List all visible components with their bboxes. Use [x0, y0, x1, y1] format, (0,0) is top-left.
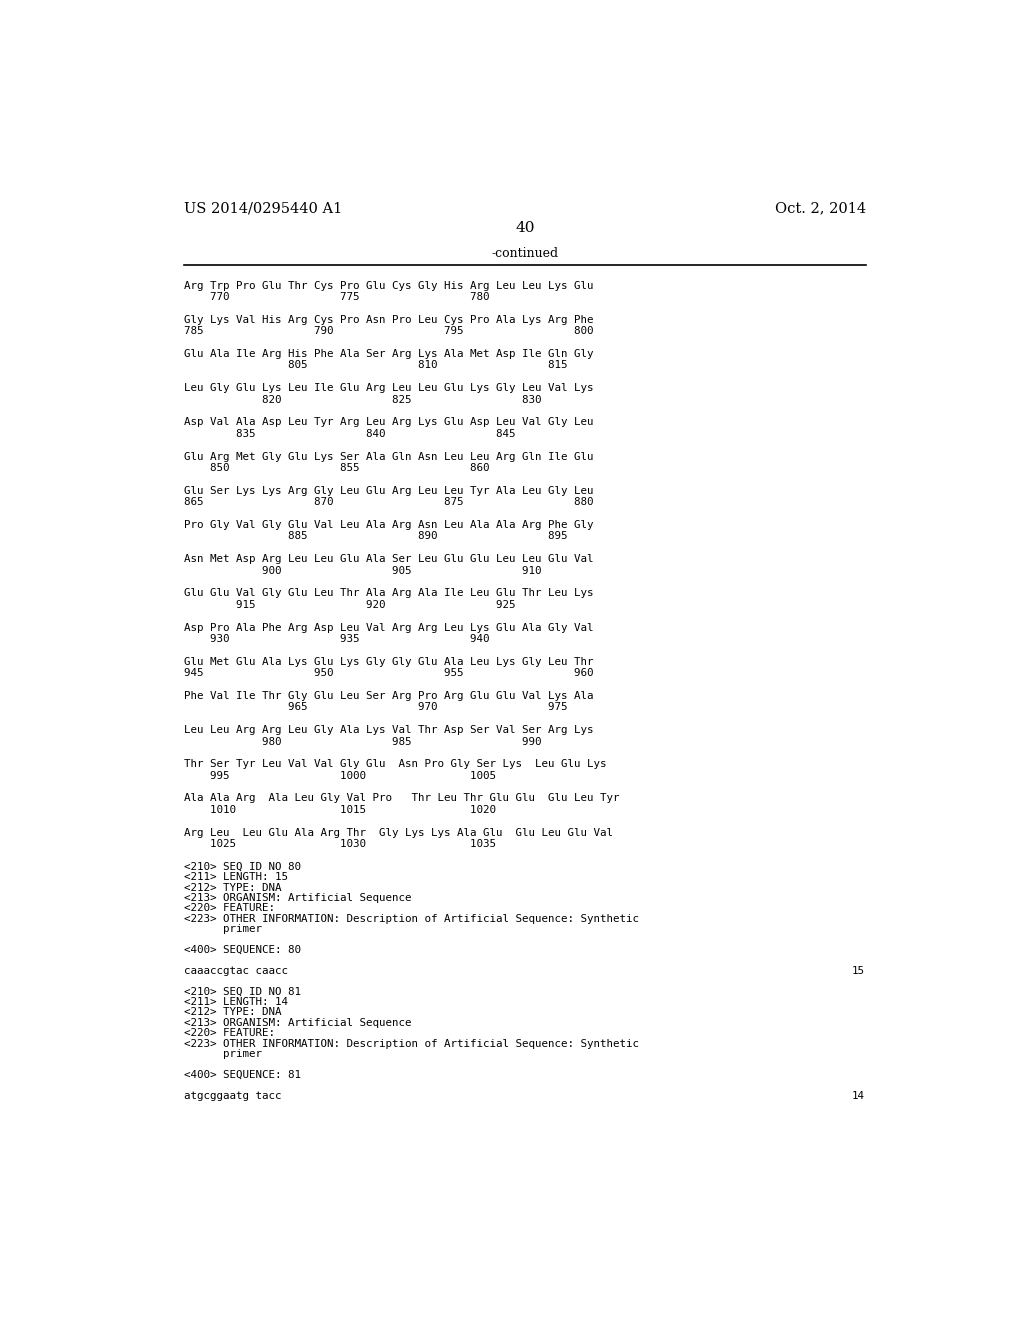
Text: 965                 970                 975: 965 970 975 — [183, 702, 567, 713]
Text: <212> TYPE: DNA: <212> TYPE: DNA — [183, 1007, 282, 1018]
Text: atgcggaatg tacc: atgcggaatg tacc — [183, 1090, 282, 1101]
Text: <223> OTHER INFORMATION: Description of Artificial Sequence: Synthetic: <223> OTHER INFORMATION: Description of … — [183, 1039, 639, 1048]
Text: Glu Ser Lys Lys Arg Gly Leu Glu Arg Leu Leu Tyr Ala Leu Gly Leu: Glu Ser Lys Lys Arg Gly Leu Glu Arg Leu … — [183, 486, 593, 496]
Text: 820                 825                 830: 820 825 830 — [183, 395, 542, 405]
Text: <220> FEATURE:: <220> FEATURE: — [183, 1028, 274, 1039]
Text: Ala Ala Arg  Ala Leu Gly Val Pro   Thr Leu Thr Glu Glu  Glu Leu Tyr: Ala Ala Arg Ala Leu Gly Val Pro Thr Leu … — [183, 793, 620, 804]
Text: 1025                1030                1035: 1025 1030 1035 — [183, 840, 496, 849]
Text: <220> FEATURE:: <220> FEATURE: — [183, 903, 274, 913]
Text: Glu Glu Val Gly Glu Leu Thr Ala Arg Ala Ile Leu Glu Thr Leu Lys: Glu Glu Val Gly Glu Leu Thr Ala Arg Ala … — [183, 589, 593, 598]
Text: Leu Gly Glu Lys Leu Ile Glu Arg Leu Leu Glu Lys Gly Leu Val Lys: Leu Gly Glu Lys Leu Ile Glu Arg Leu Leu … — [183, 383, 593, 393]
Text: Gly Lys Val His Arg Cys Pro Asn Pro Leu Cys Pro Ala Lys Arg Phe: Gly Lys Val His Arg Cys Pro Asn Pro Leu … — [183, 315, 593, 325]
Text: 805                 810                 815: 805 810 815 — [183, 360, 567, 371]
Text: <211> LENGTH: 14: <211> LENGTH: 14 — [183, 997, 288, 1007]
Text: Arg Trp Pro Glu Thr Cys Pro Glu Cys Gly His Arg Leu Leu Lys Glu: Arg Trp Pro Glu Thr Cys Pro Glu Cys Gly … — [183, 281, 593, 290]
Text: <211> LENGTH: 15: <211> LENGTH: 15 — [183, 873, 288, 882]
Text: 995                 1000                1005: 995 1000 1005 — [183, 771, 496, 780]
Text: <210> SEQ ID NO 80: <210> SEQ ID NO 80 — [183, 862, 301, 873]
Text: <223> OTHER INFORMATION: Description of Artificial Sequence: Synthetic: <223> OTHER INFORMATION: Description of … — [183, 913, 639, 924]
Text: primer: primer — [183, 1049, 262, 1059]
Text: Asp Pro Ala Phe Arg Asp Leu Val Arg Arg Leu Lys Glu Ala Gly Val: Asp Pro Ala Phe Arg Asp Leu Val Arg Arg … — [183, 623, 593, 632]
Text: 930                 935                 940: 930 935 940 — [183, 634, 489, 644]
Text: 850                 855                 860: 850 855 860 — [183, 463, 489, 473]
Text: 40: 40 — [515, 220, 535, 235]
Text: 900                 905                 910: 900 905 910 — [183, 565, 542, 576]
Text: <212> TYPE: DNA: <212> TYPE: DNA — [183, 883, 282, 892]
Text: Glu Arg Met Gly Glu Lys Ser Ala Gln Asn Leu Leu Arg Gln Ile Glu: Glu Arg Met Gly Glu Lys Ser Ala Gln Asn … — [183, 451, 593, 462]
Text: 865                 870                 875                 880: 865 870 875 880 — [183, 498, 593, 507]
Text: 1010                1015                1020: 1010 1015 1020 — [183, 805, 496, 814]
Text: Phe Val Ile Thr Gly Glu Leu Ser Arg Pro Arg Glu Glu Val Lys Ala: Phe Val Ile Thr Gly Glu Leu Ser Arg Pro … — [183, 690, 593, 701]
Text: 945                 950                 955                 960: 945 950 955 960 — [183, 668, 593, 678]
Text: Leu Leu Arg Arg Leu Gly Ala Lys Val Thr Asp Ser Val Ser Arg Lys: Leu Leu Arg Arg Leu Gly Ala Lys Val Thr … — [183, 725, 593, 735]
Text: <213> ORGANISM: Artificial Sequence: <213> ORGANISM: Artificial Sequence — [183, 894, 412, 903]
Text: 15: 15 — [851, 966, 864, 975]
Text: 770                 775                 780: 770 775 780 — [183, 292, 489, 302]
Text: Arg Leu  Leu Glu Ala Arg Thr  Gly Lys Lys Ala Glu  Glu Leu Glu Val: Arg Leu Leu Glu Ala Arg Thr Gly Lys Lys … — [183, 828, 612, 838]
Text: 785                 790                 795                 800: 785 790 795 800 — [183, 326, 593, 337]
Text: <210> SEQ ID NO 81: <210> SEQ ID NO 81 — [183, 986, 301, 997]
Text: Thr Ser Tyr Leu Val Val Gly Glu  Asn Pro Gly Ser Lys  Leu Glu Lys: Thr Ser Tyr Leu Val Val Gly Glu Asn Pro … — [183, 759, 606, 770]
Text: <400> SEQUENCE: 81: <400> SEQUENCE: 81 — [183, 1069, 301, 1080]
Text: Pro Gly Val Gly Glu Val Leu Ala Arg Asn Leu Ala Ala Arg Phe Gly: Pro Gly Val Gly Glu Val Leu Ala Arg Asn … — [183, 520, 593, 531]
Text: -continued: -continued — [492, 247, 558, 260]
Text: 885                 890                 895: 885 890 895 — [183, 532, 567, 541]
Text: 980                 985                 990: 980 985 990 — [183, 737, 542, 747]
Text: Oct. 2, 2014: Oct. 2, 2014 — [775, 202, 866, 215]
Text: Asp Val Ala Asp Leu Tyr Arg Leu Arg Lys Glu Asp Leu Val Gly Leu: Asp Val Ala Asp Leu Tyr Arg Leu Arg Lys … — [183, 417, 593, 428]
Text: 835                 840                 845: 835 840 845 — [183, 429, 515, 438]
Text: <400> SEQUENCE: 80: <400> SEQUENCE: 80 — [183, 945, 301, 956]
Text: US 2014/0295440 A1: US 2014/0295440 A1 — [183, 202, 342, 215]
Text: caaaccgtac caacc: caaaccgtac caacc — [183, 966, 288, 975]
Text: primer: primer — [183, 924, 262, 935]
Text: <213> ORGANISM: Artificial Sequence: <213> ORGANISM: Artificial Sequence — [183, 1018, 412, 1028]
Text: 14: 14 — [851, 1090, 864, 1101]
Text: Glu Ala Ile Arg His Phe Ala Ser Arg Lys Ala Met Asp Ile Gln Gly: Glu Ala Ile Arg His Phe Ala Ser Arg Lys … — [183, 348, 593, 359]
Text: 915                 920                 925: 915 920 925 — [183, 599, 515, 610]
Text: Glu Met Glu Ala Lys Glu Lys Gly Gly Glu Ala Leu Lys Gly Leu Thr: Glu Met Glu Ala Lys Glu Lys Gly Gly Glu … — [183, 657, 593, 667]
Text: Asn Met Asp Arg Leu Leu Glu Ala Ser Leu Glu Glu Leu Leu Glu Val: Asn Met Asp Arg Leu Leu Glu Ala Ser Leu … — [183, 554, 593, 564]
